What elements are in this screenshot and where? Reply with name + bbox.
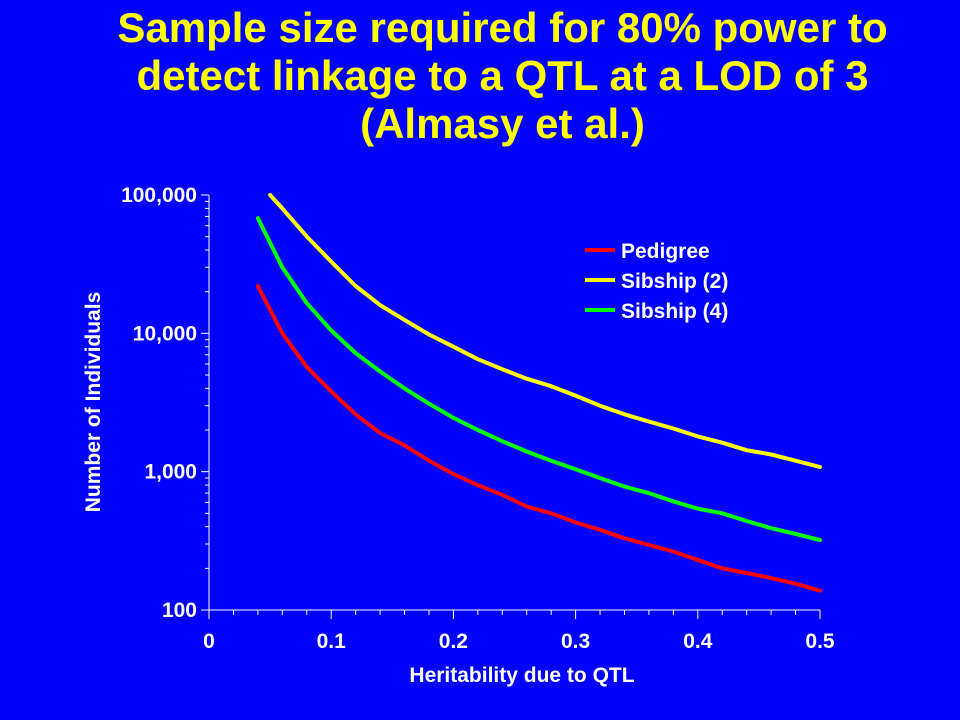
legend: Pedigree Sibship (2) Sibship (4) — [585, 240, 728, 323]
x-axis-label: Heritability due to QTL — [409, 664, 634, 687]
title-line-1: Sample size required for 80% power to — [117, 4, 888, 51]
y-tick-label: 1,000 — [144, 461, 197, 484]
legend-label: Pedigree — [621, 240, 710, 263]
y-tick-label: 100 — [162, 599, 197, 622]
x-tick-label: 0.1 — [317, 630, 347, 653]
x-tick-label: 0.5 — [805, 630, 835, 653]
y-axis-label: Number of Individuals — [82, 292, 105, 513]
legend-label: Sibship (2) — [621, 270, 728, 293]
series-lines — [255, 193, 822, 593]
series-line-sibship-2 — [268, 193, 822, 469]
slide-title: Sample size required for 80% power to de… — [0, 4, 960, 148]
y-tick-label: 10,000 — [133, 322, 197, 345]
axes — [201, 194, 821, 619]
tick-labels: 100 1,000 10,000 100,000 0 0.1 0.2 0.3 0.4 0.5 — [121, 184, 835, 653]
legend-label: Sibship (4) — [621, 300, 728, 323]
x-tick-label: 0.4 — [683, 630, 713, 653]
title-line-3: (Almasy et al.) — [360, 100, 645, 147]
series-line-pedigree — [255, 284, 822, 593]
x-tick-label: 0.2 — [439, 630, 468, 653]
x-tick-label: 0.3 — [561, 630, 590, 653]
y-tick-label: 100,000 — [121, 184, 197, 207]
x-tick-label: 0 — [203, 630, 215, 653]
series-line-sibship-4 — [255, 216, 822, 543]
title-line-2: detect linkage to a QTL at a LOD of 3 — [136, 52, 869, 99]
